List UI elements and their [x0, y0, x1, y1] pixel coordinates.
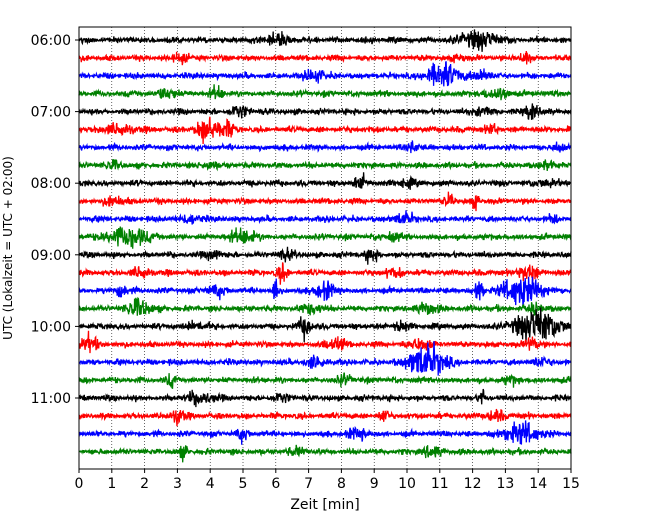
- trace-0630: [78, 61, 572, 87]
- trace-1000: [78, 307, 572, 343]
- y-tick-label: 10:00: [31, 319, 71, 335]
- trace-1045: [78, 372, 572, 389]
- x-tick-label: 13: [496, 476, 514, 492]
- trace-0845: [78, 226, 572, 249]
- y-axis-label: UTC (Lokalzeit = UTC + 02:00): [1, 156, 15, 340]
- trace-0915: [78, 262, 572, 285]
- trace-0645: [78, 84, 572, 101]
- trace-1100: [78, 388, 572, 408]
- trace-0900: [78, 246, 572, 265]
- y-tick-label: 07:00: [31, 105, 71, 121]
- trace-0615: [78, 50, 572, 66]
- x-tick-label: 2: [140, 476, 149, 492]
- trace-0700: [78, 103, 572, 121]
- trace-0815: [78, 191, 572, 212]
- trace-1015: [78, 330, 572, 354]
- y-tick-label: 11:00: [31, 391, 71, 407]
- x-tick-label: 14: [529, 476, 547, 492]
- trace-0715: [78, 116, 572, 145]
- y-tick-label: 06:00: [31, 33, 71, 49]
- trace-1145: [78, 444, 572, 463]
- x-tick-label: 0: [75, 476, 84, 492]
- x-tick-label: 10: [398, 476, 416, 492]
- x-tick-label: 3: [173, 476, 182, 492]
- y-axis-ticks: 06:00 07:00 08:00 09:00 10:00 11:00: [31, 33, 79, 407]
- trace-1115: [78, 408, 572, 427]
- x-tick-label: 15: [562, 476, 580, 492]
- trace-0930: [78, 276, 572, 307]
- x-tick-label: 8: [337, 476, 346, 492]
- trace-0800: [78, 172, 572, 190]
- trace-0600: [78, 29, 572, 52]
- y-tick-label: 08:00: [31, 176, 71, 192]
- trace-1130: [78, 420, 572, 445]
- trace-0730: [78, 140, 572, 154]
- x-axis-label: Zeit [min]: [290, 497, 359, 513]
- x-tick-label: 12: [464, 476, 482, 492]
- x-tick-label: 4: [206, 476, 215, 492]
- trace-0945: [78, 296, 572, 316]
- x-axis-ticks: 0 1 2 3 4 5 6 7 8 9 10 11 12 13 14 15: [75, 469, 580, 492]
- x-tick-label: 6: [271, 476, 280, 492]
- trace-0830: [78, 210, 571, 225]
- x-tick-label: 9: [370, 476, 379, 492]
- plot-frame: [78, 26, 572, 470]
- x-tick-label: 5: [239, 476, 248, 492]
- x-tick-label: 11: [431, 476, 449, 492]
- y-tick-label: 09:00: [31, 248, 71, 264]
- trace-1030: [78, 341, 572, 376]
- x-tick-label: 1: [107, 476, 116, 492]
- seismogram-traces: [78, 29, 572, 463]
- trace-0745: [78, 158, 572, 172]
- x-tick-label: 7: [304, 476, 313, 492]
